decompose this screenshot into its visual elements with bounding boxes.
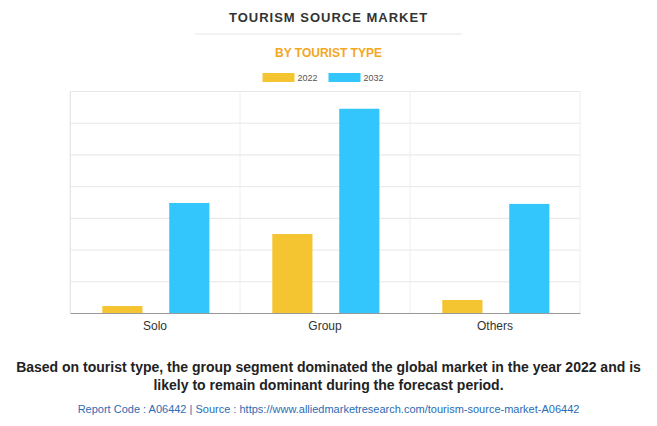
grid-line [70,250,580,251]
annotation: Based on tourist type, the group segment… [8,358,649,394]
grid-line [70,154,580,155]
x-tick: Group [308,319,342,333]
y-tick [70,91,580,92]
grid-line [70,313,580,314]
band-separator [580,91,581,313]
bar [169,203,209,313]
grid-line [70,123,580,124]
y-tick [70,218,580,219]
annotation: Report Code : A06442 | Source : https://… [8,402,649,416]
grid-line [70,186,580,187]
title: TOURISM SOURCE MARKET [229,10,428,25]
band-separators [70,91,580,313]
y-axis-line [70,92,71,314]
title-rule [195,34,462,35]
x-axis-line [71,313,581,314]
legend-label: 2032 [364,73,384,83]
y-axis [70,92,580,314]
subtitle: BY TOURIST TYPE [275,46,382,60]
y-tick [70,313,580,314]
x-tick: Solo [143,319,167,333]
band-separator [240,91,241,313]
bar [442,300,482,313]
band-separator [70,91,71,313]
x-tick-label: Group [308,319,342,333]
bar [272,234,312,313]
legend-label: 2022 [298,73,318,83]
grid-line [70,218,580,219]
x-tick-label: Solo [143,319,167,333]
bar [339,109,379,313]
bars [102,109,549,313]
legend-swatch [329,73,361,82]
y-tick [70,250,580,251]
legend-swatch [263,73,295,82]
y-tick [70,123,580,124]
grid-line [70,281,580,282]
legend: 2022 2032 [263,73,384,83]
y-tick [70,281,580,282]
y-tick [70,186,580,187]
band-separator [410,91,411,313]
x-tick: Others [477,319,513,333]
x-tick-label: Others [477,319,513,333]
x-axis: Solo Group Others [71,314,581,333]
bar [509,204,549,313]
y-tick [70,154,580,155]
grid-line [70,91,580,92]
bar [102,306,142,313]
